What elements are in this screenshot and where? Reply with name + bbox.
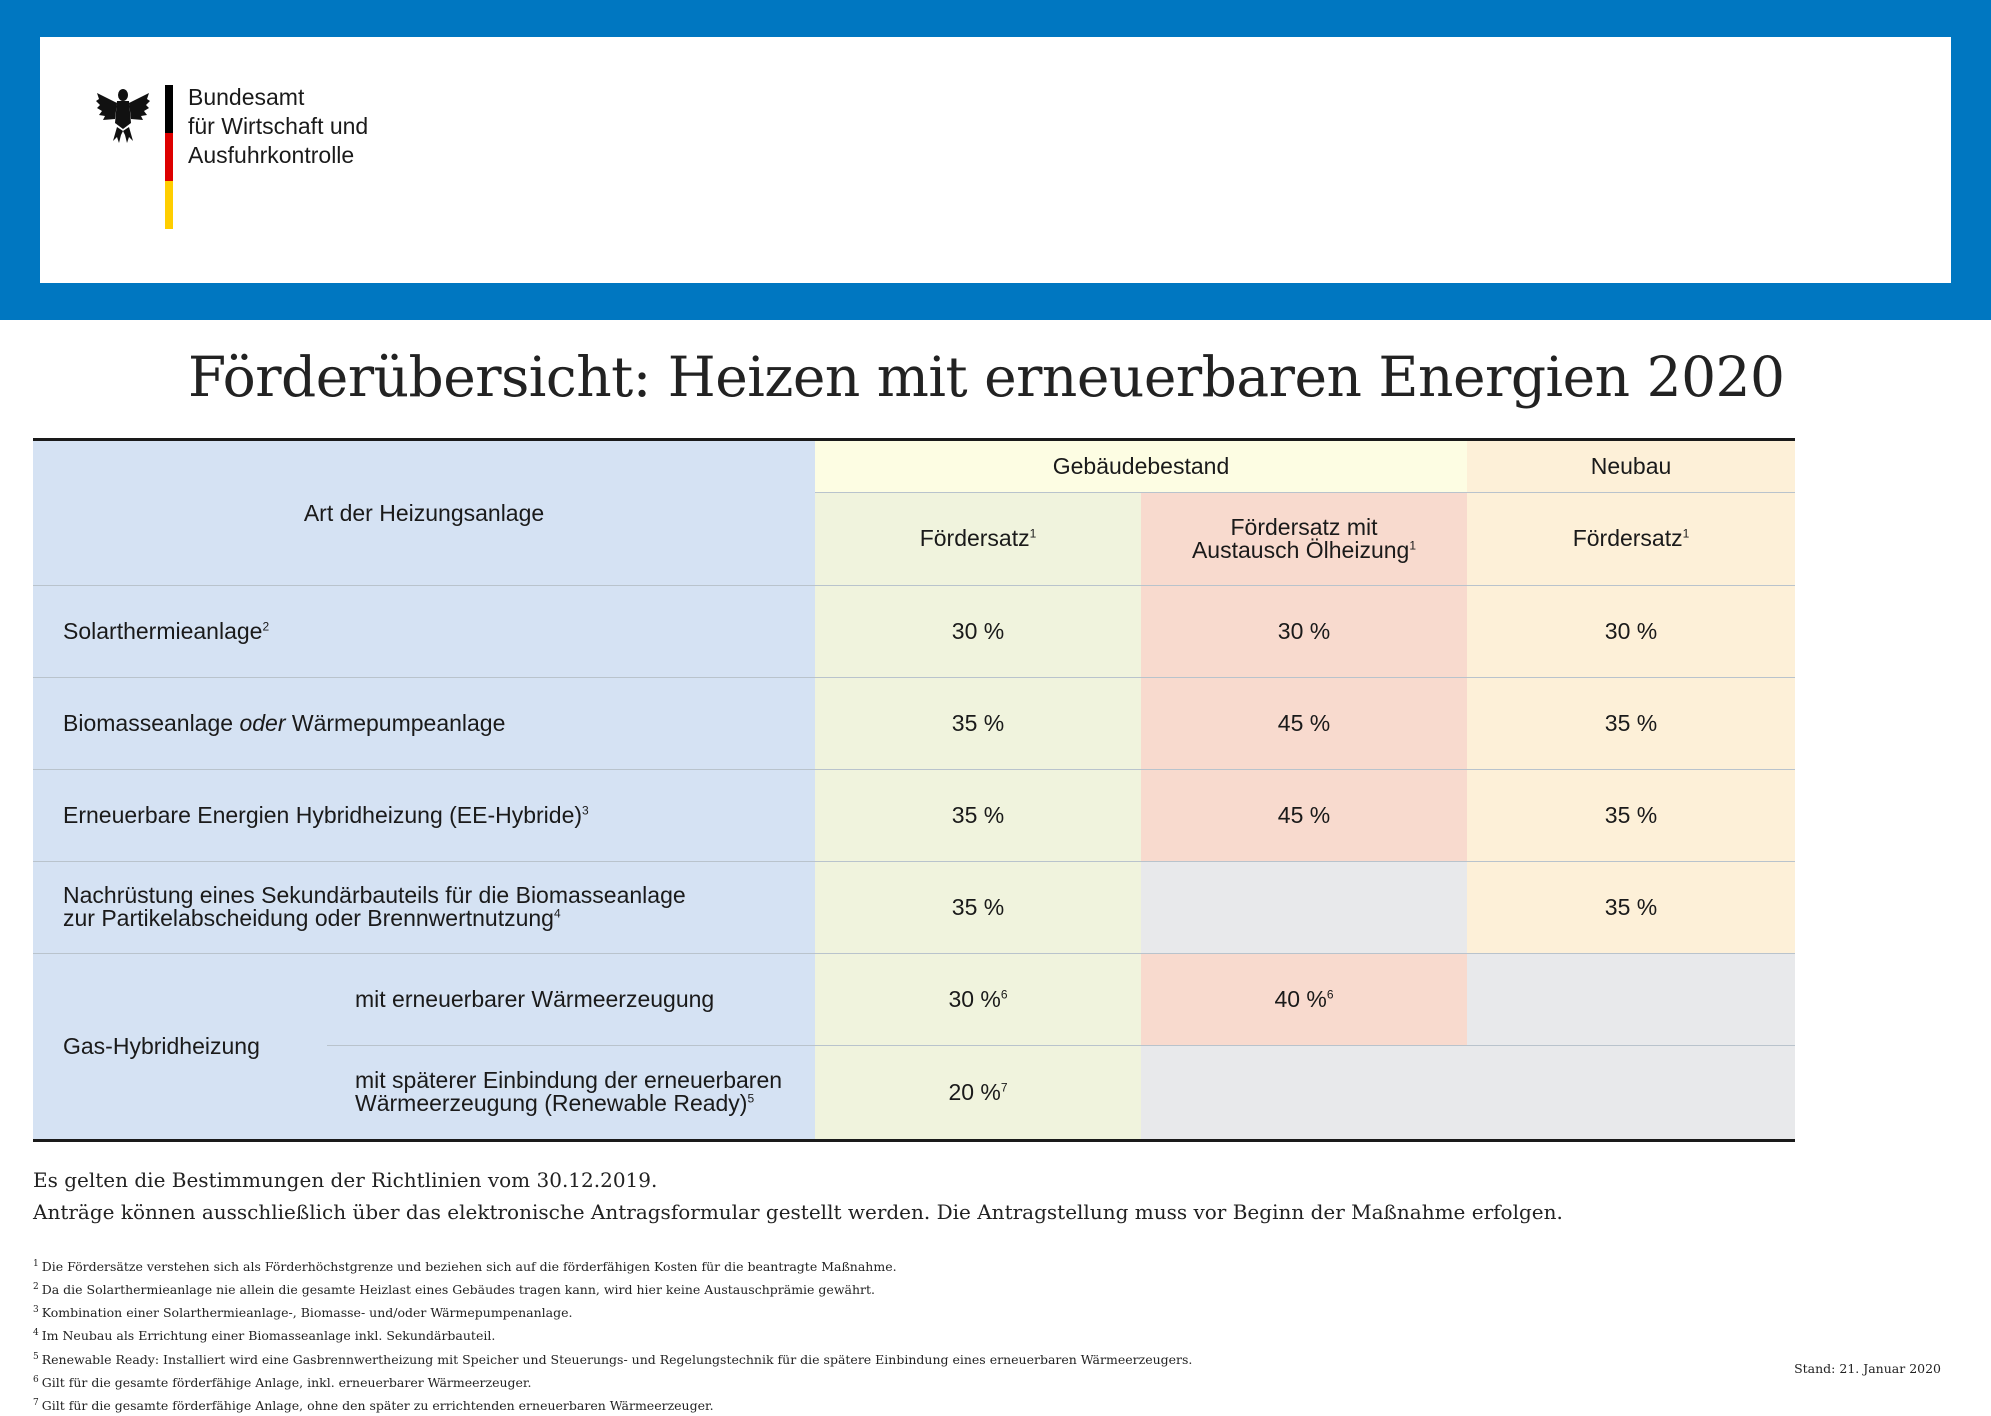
grid-line (33, 861, 1795, 862)
footnote: 6 Gilt für die gesamte förderfähige Anlag… (33, 1374, 532, 1390)
header-group-existing-label: Gebäudebestand (1052, 453, 1230, 479)
funding-table: Art der Heizungsanlage Gebäudebestand Ne… (33, 438, 1795, 1142)
footnotes: 1 Die Fördersätze verstehen sich als Förd… (33, 1254, 1192, 1416)
cell-rate: 35 % (815, 861, 1141, 953)
note-guidelines: Es gelten die Bestimmungen der Richtlini… (33, 1168, 658, 1192)
row-label-gas-hybrid: Gas-Hybridheizung (63, 1032, 260, 1059)
row-label-gas-sub2: mit späterer Einbindung der erneuerbaren… (355, 1067, 783, 1116)
header-group-existing: Gebäudebestand (815, 441, 1467, 492)
organization-line: Ausfuhrkontrolle (188, 142, 355, 168)
grid-line (33, 585, 1795, 586)
cell-rate-new: 35 % (1467, 861, 1795, 953)
organization-name: Bundesamt für Wirtschaft und Ausfuhrkont… (188, 83, 368, 170)
table-top-rule (33, 438, 1795, 441)
federal-eagle-icon (96, 89, 150, 143)
cell-rate: 35 % (815, 769, 1141, 861)
footnote: 7 Gilt für die gesamte förderfähige Anlag… (33, 1397, 714, 1414)
table-bottom-rule (33, 1139, 1795, 1142)
grid-line (327, 1045, 1795, 1046)
cell-rate-oil: 45 % (1141, 769, 1467, 861)
footnote: 3 Kombination einer Solarthermieanlage-, … (33, 1305, 573, 1321)
cell-rate: 30 %6 (815, 953, 1141, 1045)
grid-line (33, 769, 1795, 770)
cell-rate-new: 35 % (1467, 677, 1795, 769)
agency-logo: Bundesamt für Wirtschaft und Ausfuhrkont… (95, 83, 415, 275)
cell-rate: 35 % (815, 677, 1141, 769)
header-group-new-label: Neubau (1590, 453, 1672, 479)
footnote: 1 Die Fördersätze verstehen sich als Förd… (33, 1259, 897, 1275)
footnote: 4 Im Neubau als Errichtung einer Biomasse… (33, 1328, 496, 1344)
cell-empty (1141, 1045, 1795, 1139)
header-rate-new-label: Fördersatz1 (1572, 525, 1690, 551)
cell-rate-oil-empty (1141, 861, 1467, 953)
flag-black-stripe (165, 85, 173, 133)
header-rate: Fördersatz1 (815, 492, 1141, 585)
cell-rate-oil: 30 % (1141, 585, 1467, 677)
row-label-biomasse: Biomasseanlage oder Wärmepumpeanlage (33, 677, 815, 769)
cell-rate-new: 30 % (1467, 585, 1795, 677)
organization-line: für Wirtschaft und (188, 113, 369, 139)
organization-line: Bundesamt (188, 84, 305, 110)
grid-line (33, 953, 1795, 954)
cell-rate-new: 35 % (1467, 769, 1795, 861)
page-title: Förderübersicht: Heizen mit erneuerbaren… (188, 345, 1785, 409)
grid-line (33, 677, 1795, 678)
cell-rate-oil: 45 % (1141, 677, 1467, 769)
header-panel: Bundesamt für Wirtschaft und Ausfuhrkont… (40, 37, 1951, 283)
row-group-gas-hybrid (33, 953, 815, 1139)
header-type-column: Art der Heizungsanlage (33, 441, 815, 585)
header-rate-oil-label: Fördersatz mit Austausch Ölheizung1 (1191, 513, 1417, 563)
row-label-gas-sub1: mit erneuerbarer Wärmeerzeugung (355, 985, 715, 1012)
cell-rate-oil: 40 %6 (1141, 953, 1467, 1045)
header-type-label: Art der Heizungsanlage (303, 499, 545, 526)
stand-date: Stand: 21. Januar 2020 (1794, 1361, 1941, 1376)
note-application: Anträge können ausschließlich über das e… (33, 1200, 1563, 1224)
grid-line (815, 492, 1795, 493)
row-label-solarthermie: Solarthermieanlage2 (33, 585, 815, 677)
cell-rate: 30 % (815, 585, 1141, 677)
row-label-sekundaerbauteil: Nachrüstung eines Sekundärbauteils für d… (33, 861, 815, 953)
header-rate-oil: Fördersatz mit Austausch Ölheizung1 (1141, 492, 1467, 585)
header-rate-label: Fördersatz1 (919, 525, 1037, 551)
cell-rate-new-empty (1467, 953, 1795, 1045)
cell-rate: 20 %7 (815, 1045, 1141, 1139)
header-banner: Bundesamt für Wirtschaft und Ausfuhrkont… (0, 0, 1991, 320)
footnote: 5 Renewable Ready: Installiert wird eine … (33, 1351, 1193, 1367)
flag-gold-stripe (165, 181, 173, 229)
flag-red-stripe (165, 133, 173, 181)
german-flag-bar (165, 85, 173, 229)
header-group-new: Neubau (1467, 441, 1795, 492)
footnote: 2 Da die Solarthermieanlage nie allein di… (33, 1282, 875, 1298)
header-rate-new: Fördersatz1 (1467, 492, 1795, 585)
row-label-ee-hybride: Erneuerbare Energien Hybridheizung (EE-H… (33, 769, 815, 861)
